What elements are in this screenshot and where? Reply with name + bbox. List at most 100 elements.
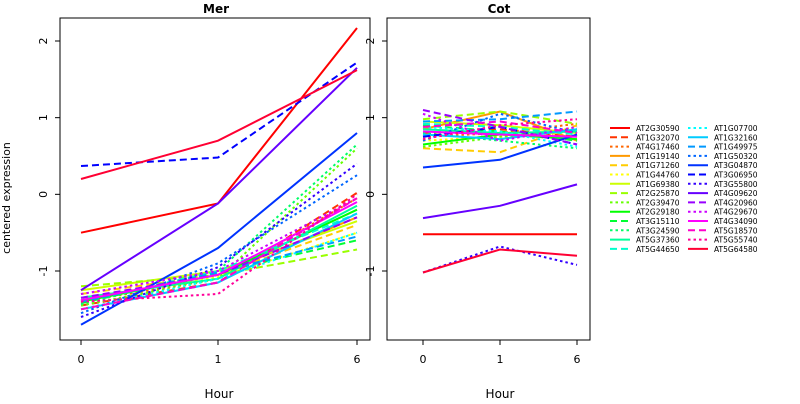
legend-label: AT2G39470 [636, 198, 680, 207]
legend-item: AT3G24590 [610, 226, 680, 235]
series-line-at2g25870 [80, 248, 358, 288]
legend-item: AT1G69380 [610, 180, 680, 189]
panel-cot: Cot Hour 2 1 0 -1 0 1 6 [364, 2, 591, 401]
legend-label: AT5G37360 [636, 236, 680, 245]
series-line-at5g18570 [422, 120, 578, 134]
legend-item: AT4G09620 [688, 189, 758, 198]
y-tick-label: 0 [364, 191, 377, 198]
legend-item: AT1G71260 [610, 161, 680, 170]
x-axis-label: Hour [205, 387, 234, 400]
legend-item: AT4G34090 [688, 217, 758, 226]
legend-label: AT1G32070 [636, 133, 680, 142]
legend-label: AT4G29670 [714, 208, 758, 217]
series-line-at1g71260 [422, 124, 578, 154]
legend: AT2G30590AT1G32070AT4G17460AT1G19140AT1G… [610, 124, 758, 254]
series-line-at4g29670 [422, 112, 578, 142]
legend-item: AT3G06950 [688, 171, 758, 180]
y-axis-label: centered expression [0, 142, 13, 254]
legend-label: AT2G30590 [636, 124, 680, 133]
x-tick-label: 6 [354, 353, 361, 366]
series-line-at4g34090 [422, 130, 578, 138]
y-tick-label: 1 [37, 114, 50, 121]
series-line-at1g50320 [422, 112, 578, 142]
legend-label: AT1G19140 [636, 152, 680, 161]
legend-item: AT1G32070 [610, 133, 680, 142]
legend-label: AT4G20960 [714, 198, 758, 207]
y-tick-label: 1 [364, 114, 377, 121]
panel-title: Mer [203, 2, 229, 16]
legend-item: AT4G17460 [610, 143, 680, 152]
legend-label: AT1G32160 [714, 133, 758, 142]
series-line-at4g09620 [80, 67, 358, 292]
legend-item: AT4G20960 [688, 198, 758, 207]
x-tick-label: 6 [574, 353, 581, 366]
x-tick-label: 1 [215, 353, 222, 366]
x-tick-label: 1 [497, 353, 504, 366]
series-lines [422, 109, 578, 274]
legend-item: AT3G04870 [688, 161, 758, 170]
x-tick-label: 0 [420, 353, 427, 366]
legend-label: AT5G44650 [636, 245, 680, 254]
y-tick-label: 2 [37, 38, 50, 45]
legend-item: AT2G39470 [610, 198, 680, 207]
legend-label: AT5G55740 [714, 236, 758, 245]
legend-item: AT2G25870 [610, 189, 680, 198]
legend-item: AT3G15110 [610, 217, 680, 226]
legend-label: AT3G24590 [636, 226, 680, 235]
series-line-at4g17460 [80, 197, 358, 303]
legend-label: AT1G50320 [714, 152, 758, 161]
legend-label: AT1G07700 [714, 124, 758, 133]
legend-item: AT1G07700 [688, 124, 758, 133]
x-axis-label: Hour [486, 387, 515, 400]
legend-label: AT1G49975 [714, 143, 758, 152]
legend-label: AT4G34090 [714, 217, 758, 226]
series-line-at1g32070 [80, 191, 358, 307]
legend-item: AT5G37360 [610, 236, 680, 245]
legend-label: AT1G71260 [636, 161, 680, 170]
series-line-at3g55800 [422, 245, 578, 274]
legend-label: AT3G04870 [714, 161, 758, 170]
series-line-at3g24590 [80, 143, 358, 305]
series-line-at2g39470 [422, 128, 578, 148]
legend-item: AT1G49975 [688, 143, 758, 152]
legend-item: AT5G44650 [610, 245, 680, 254]
plot-frame [386, 17, 591, 341]
legend-item: AT5G55740 [688, 236, 758, 245]
x-tick-label: 0 [78, 353, 85, 366]
series-line-at1g49975 [422, 110, 578, 123]
y-tick-label: -1 [37, 266, 50, 277]
legend-item: AT4G29670 [688, 208, 758, 217]
y-tick-label: -1 [364, 266, 377, 277]
series-line-at3g04870 [422, 133, 578, 169]
series-line-at1g07700 [422, 125, 578, 148]
series-lines [80, 27, 358, 326]
legend-label: AT2G25870 [636, 189, 680, 198]
legend-item: AT1G19140 [610, 152, 680, 161]
series-line-at4g20960 [422, 109, 578, 146]
series-line-at3g24590 [422, 132, 578, 150]
legend-label: AT2G29180 [636, 208, 680, 217]
series-line-at5g64580 [80, 69, 358, 180]
legend-item: AT5G18570 [688, 226, 758, 235]
series-line-at5g55740 [80, 193, 358, 303]
series-line-at5g64580 [422, 248, 578, 274]
series-line-at3g06950 [80, 61, 358, 167]
legend-label: AT4G17460 [636, 143, 680, 152]
legend-item: AT3G55800 [688, 180, 758, 189]
legend-label: AT1G44760 [636, 171, 680, 180]
panel-title: Cot [488, 2, 511, 16]
y-axis-label-group: centered expression [0, 142, 13, 254]
legend-item: AT1G50320 [688, 152, 758, 161]
legend-item: AT1G32160 [688, 133, 758, 142]
legend-item: AT1G44760 [610, 171, 680, 180]
legend-label: AT3G06950 [714, 171, 758, 180]
series-line-at5g55740 [422, 118, 578, 141]
legend-item: AT2G30590 [610, 124, 680, 133]
legend-label: AT4G09620 [714, 189, 758, 198]
panel-mer: Mer Hour 2 1 0 -1 0 1 6 [37, 2, 371, 401]
legend-label: AT5G64580 [714, 245, 758, 254]
y-tick-label: 0 [37, 191, 50, 198]
series-line-at4g09620 [422, 183, 578, 220]
